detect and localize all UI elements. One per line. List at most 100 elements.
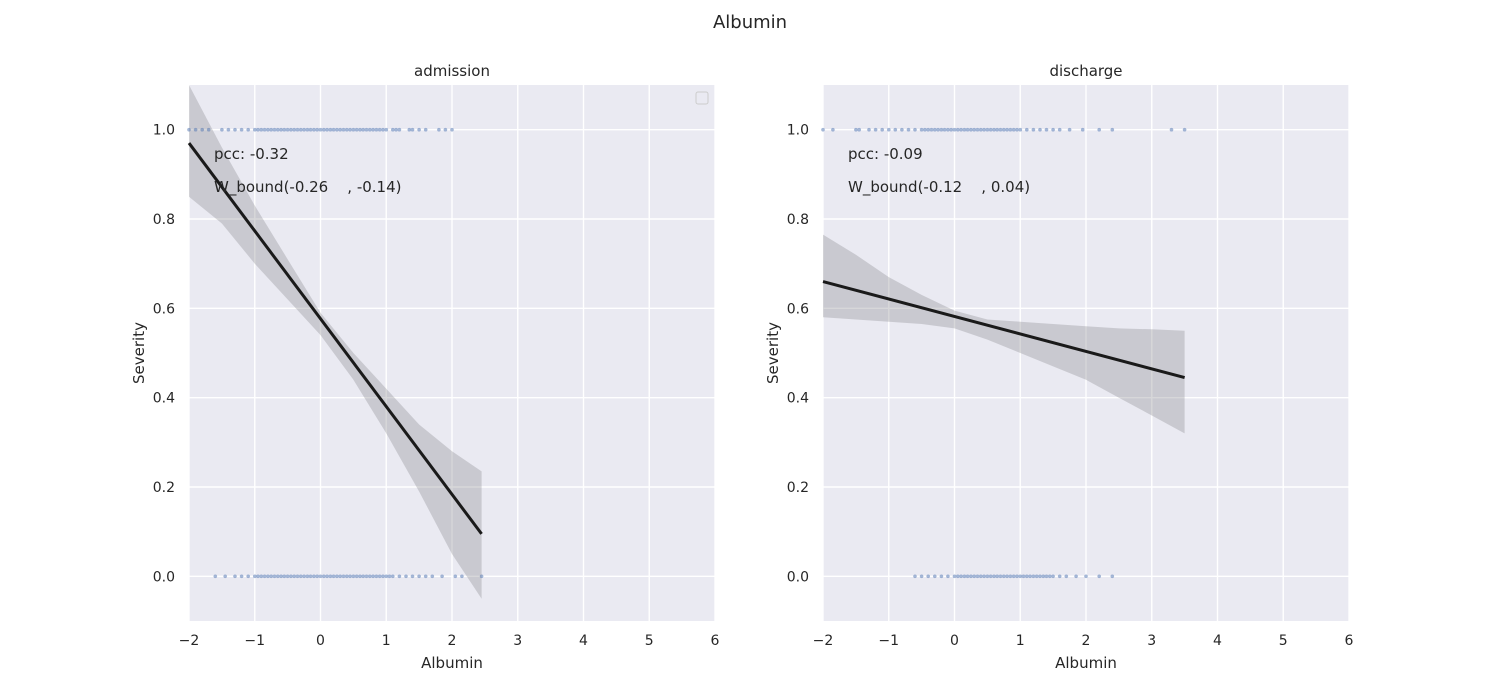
x-tick-label: 2 (1082, 633, 1091, 649)
y-tick-label: 0.0 (787, 569, 809, 585)
scatter-point (328, 574, 333, 579)
scatter-point (213, 574, 218, 579)
scatter-point (233, 127, 237, 132)
scatter-point (384, 574, 389, 579)
scatter-point (854, 127, 858, 132)
scatter-point (969, 127, 973, 132)
y-tick-label: 0.6 (787, 301, 809, 317)
scatter-point (962, 574, 967, 579)
scatter-point (1057, 574, 1062, 579)
scatter-point (1031, 127, 1036, 132)
scatter-point (315, 574, 320, 579)
scatter-point (272, 127, 277, 132)
scatter-point (992, 127, 996, 132)
scatter-point (348, 574, 352, 579)
scatter-point (933, 574, 937, 579)
scatter-point (995, 127, 999, 132)
scatter-point (873, 127, 878, 132)
scatter-point (381, 574, 385, 579)
scatter-point (193, 127, 198, 132)
scatter-point (276, 574, 280, 579)
scatter-point (354, 127, 359, 132)
scatter-point (322, 574, 326, 579)
scatter-point (1015, 574, 1019, 579)
scatter-point (322, 127, 326, 132)
scatter-point (1002, 127, 1006, 132)
scatter-point (266, 127, 270, 132)
y-axis-label: Severity (764, 322, 782, 384)
scatter-point (913, 574, 917, 579)
scatter-point (1011, 127, 1016, 132)
scatter-point (239, 574, 244, 579)
scatter-point (358, 574, 362, 579)
scatter-point (410, 574, 415, 579)
annotation-text: W_bound(-0.26 , -0.14) (214, 178, 402, 197)
scatter-point (443, 127, 448, 132)
scatter-point (939, 574, 944, 579)
scatter-point (262, 127, 267, 132)
scatter-point (423, 574, 428, 579)
scatter-point (956, 127, 960, 132)
regression-line (187, 142, 483, 535)
scatter-point (345, 574, 349, 579)
scatter-point (975, 127, 980, 132)
scatter-point (979, 127, 983, 132)
scatter-point (364, 574, 369, 579)
scatter-point (394, 127, 398, 132)
scatter-point (1005, 574, 1009, 579)
scatter-point (969, 574, 973, 579)
scatter-point (1067, 127, 1072, 132)
scatter-point (351, 127, 356, 132)
x-tick-label: 6 (1345, 633, 1354, 649)
scatter-point (269, 127, 274, 132)
scatter-point (998, 574, 1003, 579)
scatter-point (979, 574, 983, 579)
scatter-point (358, 127, 362, 132)
scatter-point (368, 574, 372, 579)
scatter-point (397, 574, 402, 579)
scatter-point (1051, 574, 1055, 579)
subplot-admission: −2 −1 0 1 2 3 4 5 6 0.0 0.2 0.4 0.6 0.8 1.0 admission Al… (130, 62, 720, 672)
scatter-point (952, 127, 957, 132)
x-tick-label: 6 (711, 633, 720, 649)
scatter-point (295, 127, 300, 132)
scatter-point (919, 127, 924, 132)
scatter-point (282, 127, 287, 132)
scatter-point (384, 127, 389, 132)
scatter-point (1057, 127, 1062, 132)
scatter-point (417, 127, 421, 132)
scatter-point (374, 127, 379, 132)
scatter-point (831, 127, 835, 132)
scatter-point (450, 127, 454, 132)
scatter-point (926, 127, 930, 132)
scatter-point (923, 127, 927, 132)
scatter-point (956, 574, 960, 579)
scatter-point (423, 127, 428, 132)
scatter-point (1018, 574, 1023, 579)
scatter-point (972, 127, 976, 132)
scatter-point (959, 127, 963, 132)
scatter-point (368, 127, 372, 132)
scatter-point (933, 127, 937, 132)
scatter-point (331, 574, 336, 579)
scatter-point (345, 127, 349, 132)
scatter-point (308, 127, 313, 132)
scatter-point (246, 127, 250, 132)
scatter-point (187, 127, 191, 132)
y-tick-label: 0.2 (787, 480, 809, 496)
scatter-point (338, 127, 343, 132)
scatter-point (354, 574, 359, 579)
scatter-point (1044, 574, 1049, 579)
scatter-point (259, 574, 264, 579)
legend-box (695, 91, 709, 105)
scatter-point (404, 574, 408, 579)
x-tick-label: 4 (1213, 633, 1222, 649)
scatter-point (942, 127, 947, 132)
scatter-point (295, 574, 300, 579)
scatter-point (253, 574, 257, 579)
scatter-point (906, 127, 911, 132)
scatter-point (880, 127, 884, 132)
scatter-point (256, 127, 260, 132)
scatter-point (929, 127, 934, 132)
scatter-point (253, 127, 257, 132)
